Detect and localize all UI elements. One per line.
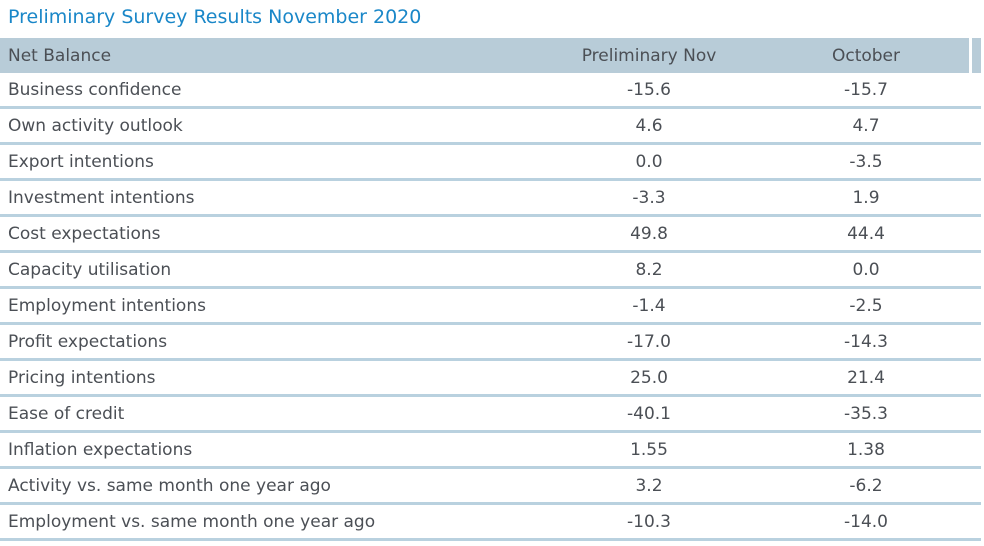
row-gap (969, 289, 972, 322)
row-label: Activity vs. same month one year ago (8, 475, 331, 496)
row-gap (969, 253, 972, 286)
row-label: Employment vs. same month one year ago (8, 511, 376, 532)
row-label: Investment intentions (8, 187, 195, 208)
table-row: Pricing intentions 25.0 21.4 (0, 361, 981, 397)
row-label: Employment intentions (8, 295, 206, 316)
preliminary-nov-value: 3.2 (635, 475, 663, 496)
october-value: 4.7 (852, 115, 880, 136)
row-label: Ease of credit (8, 403, 125, 424)
preliminary-nov-value: -10.3 (627, 511, 671, 532)
row-label: Export intentions (8, 151, 154, 172)
october-value: 0.0 (852, 259, 880, 280)
row-gap (969, 109, 972, 142)
table-header-row: Net Balance Preliminary Nov October (0, 38, 981, 73)
survey-results-table: Net Balance Preliminary Nov October Busi… (0, 38, 981, 541)
october-value: -6.2 (849, 475, 883, 496)
table-row: Export intentions 0.0 -3.5 (0, 145, 981, 181)
october-value: -14.3 (844, 331, 888, 352)
october-value: -3.5 (849, 151, 883, 172)
preliminary-nov-value: -17.0 (627, 331, 671, 352)
row-gap (969, 505, 972, 538)
october-value: -15.7 (844, 79, 888, 100)
preliminary-nov-value: 25.0 (630, 367, 668, 388)
row-gap (969, 181, 972, 214)
table-row: Employment intentions -1.4 -2.5 (0, 289, 981, 325)
row-gap (969, 469, 972, 502)
column-header-net-balance: Net Balance (0, 38, 492, 73)
table-row: Inflation expectations 1.55 1.38 (0, 433, 981, 469)
october-value: 1.38 (847, 439, 885, 460)
october-value: 1.9 (852, 187, 880, 208)
october-value: 21.4 (847, 367, 885, 388)
row-gap (969, 433, 972, 466)
table-row: Employment vs. same month one year ago -… (0, 505, 981, 541)
header-notch (969, 38, 972, 73)
table-row: Capacity utilisation 8.2 0.0 (0, 253, 981, 289)
row-gap (969, 73, 972, 106)
column-header-preliminary-nov: Preliminary Nov (492, 38, 806, 73)
row-gap (969, 217, 972, 250)
table-row: Activity vs. same month one year ago 3.2… (0, 469, 981, 505)
preliminary-nov-value: -15.6 (627, 79, 671, 100)
row-label: Cost expectations (8, 223, 161, 244)
preliminary-nov-value: 1.55 (630, 439, 668, 460)
table-body: Business confidence -15.6 -15.7 Own acti… (0, 73, 981, 541)
row-label: Pricing intentions (8, 367, 156, 388)
preliminary-nov-value: 8.2 (635, 259, 663, 280)
preliminary-nov-value: 49.8 (630, 223, 668, 244)
preliminary-nov-value: -3.3 (632, 187, 666, 208)
row-label: Profit expectations (8, 331, 168, 352)
preliminary-nov-value: -40.1 (627, 403, 671, 424)
october-value: -14.0 (844, 511, 888, 532)
row-label: Own activity outlook (8, 115, 183, 136)
preliminary-nov-value: -1.4 (632, 295, 666, 316)
october-value: -35.3 (844, 403, 888, 424)
row-gap (969, 325, 972, 358)
header-right-sliver (972, 38, 981, 73)
header-filler (926, 38, 969, 73)
row-gap (969, 145, 972, 178)
table-row: Profit expectations -17.0 -14.3 (0, 325, 981, 361)
table-row: Business confidence -15.6 -15.7 (0, 73, 981, 109)
row-label: Inflation expectations (8, 439, 193, 460)
table-row: Investment intentions -3.3 1.9 (0, 181, 981, 217)
table-row: Own activity outlook 4.6 4.7 (0, 109, 981, 145)
preliminary-nov-value: 4.6 (635, 115, 663, 136)
preliminary-nov-value: 0.0 (635, 151, 663, 172)
table-row: Ease of credit -40.1 -35.3 (0, 397, 981, 433)
october-value: -2.5 (849, 295, 883, 316)
row-gap (969, 397, 972, 430)
page-title: Preliminary Survey Results November 2020 (8, 6, 422, 28)
row-gap (969, 361, 972, 394)
row-label: Capacity utilisation (8, 259, 172, 280)
table-row: Cost expectations 49.8 44.4 (0, 217, 981, 253)
october-value: 44.4 (847, 223, 885, 244)
row-label: Business confidence (8, 79, 182, 100)
column-header-october: October (806, 38, 926, 73)
